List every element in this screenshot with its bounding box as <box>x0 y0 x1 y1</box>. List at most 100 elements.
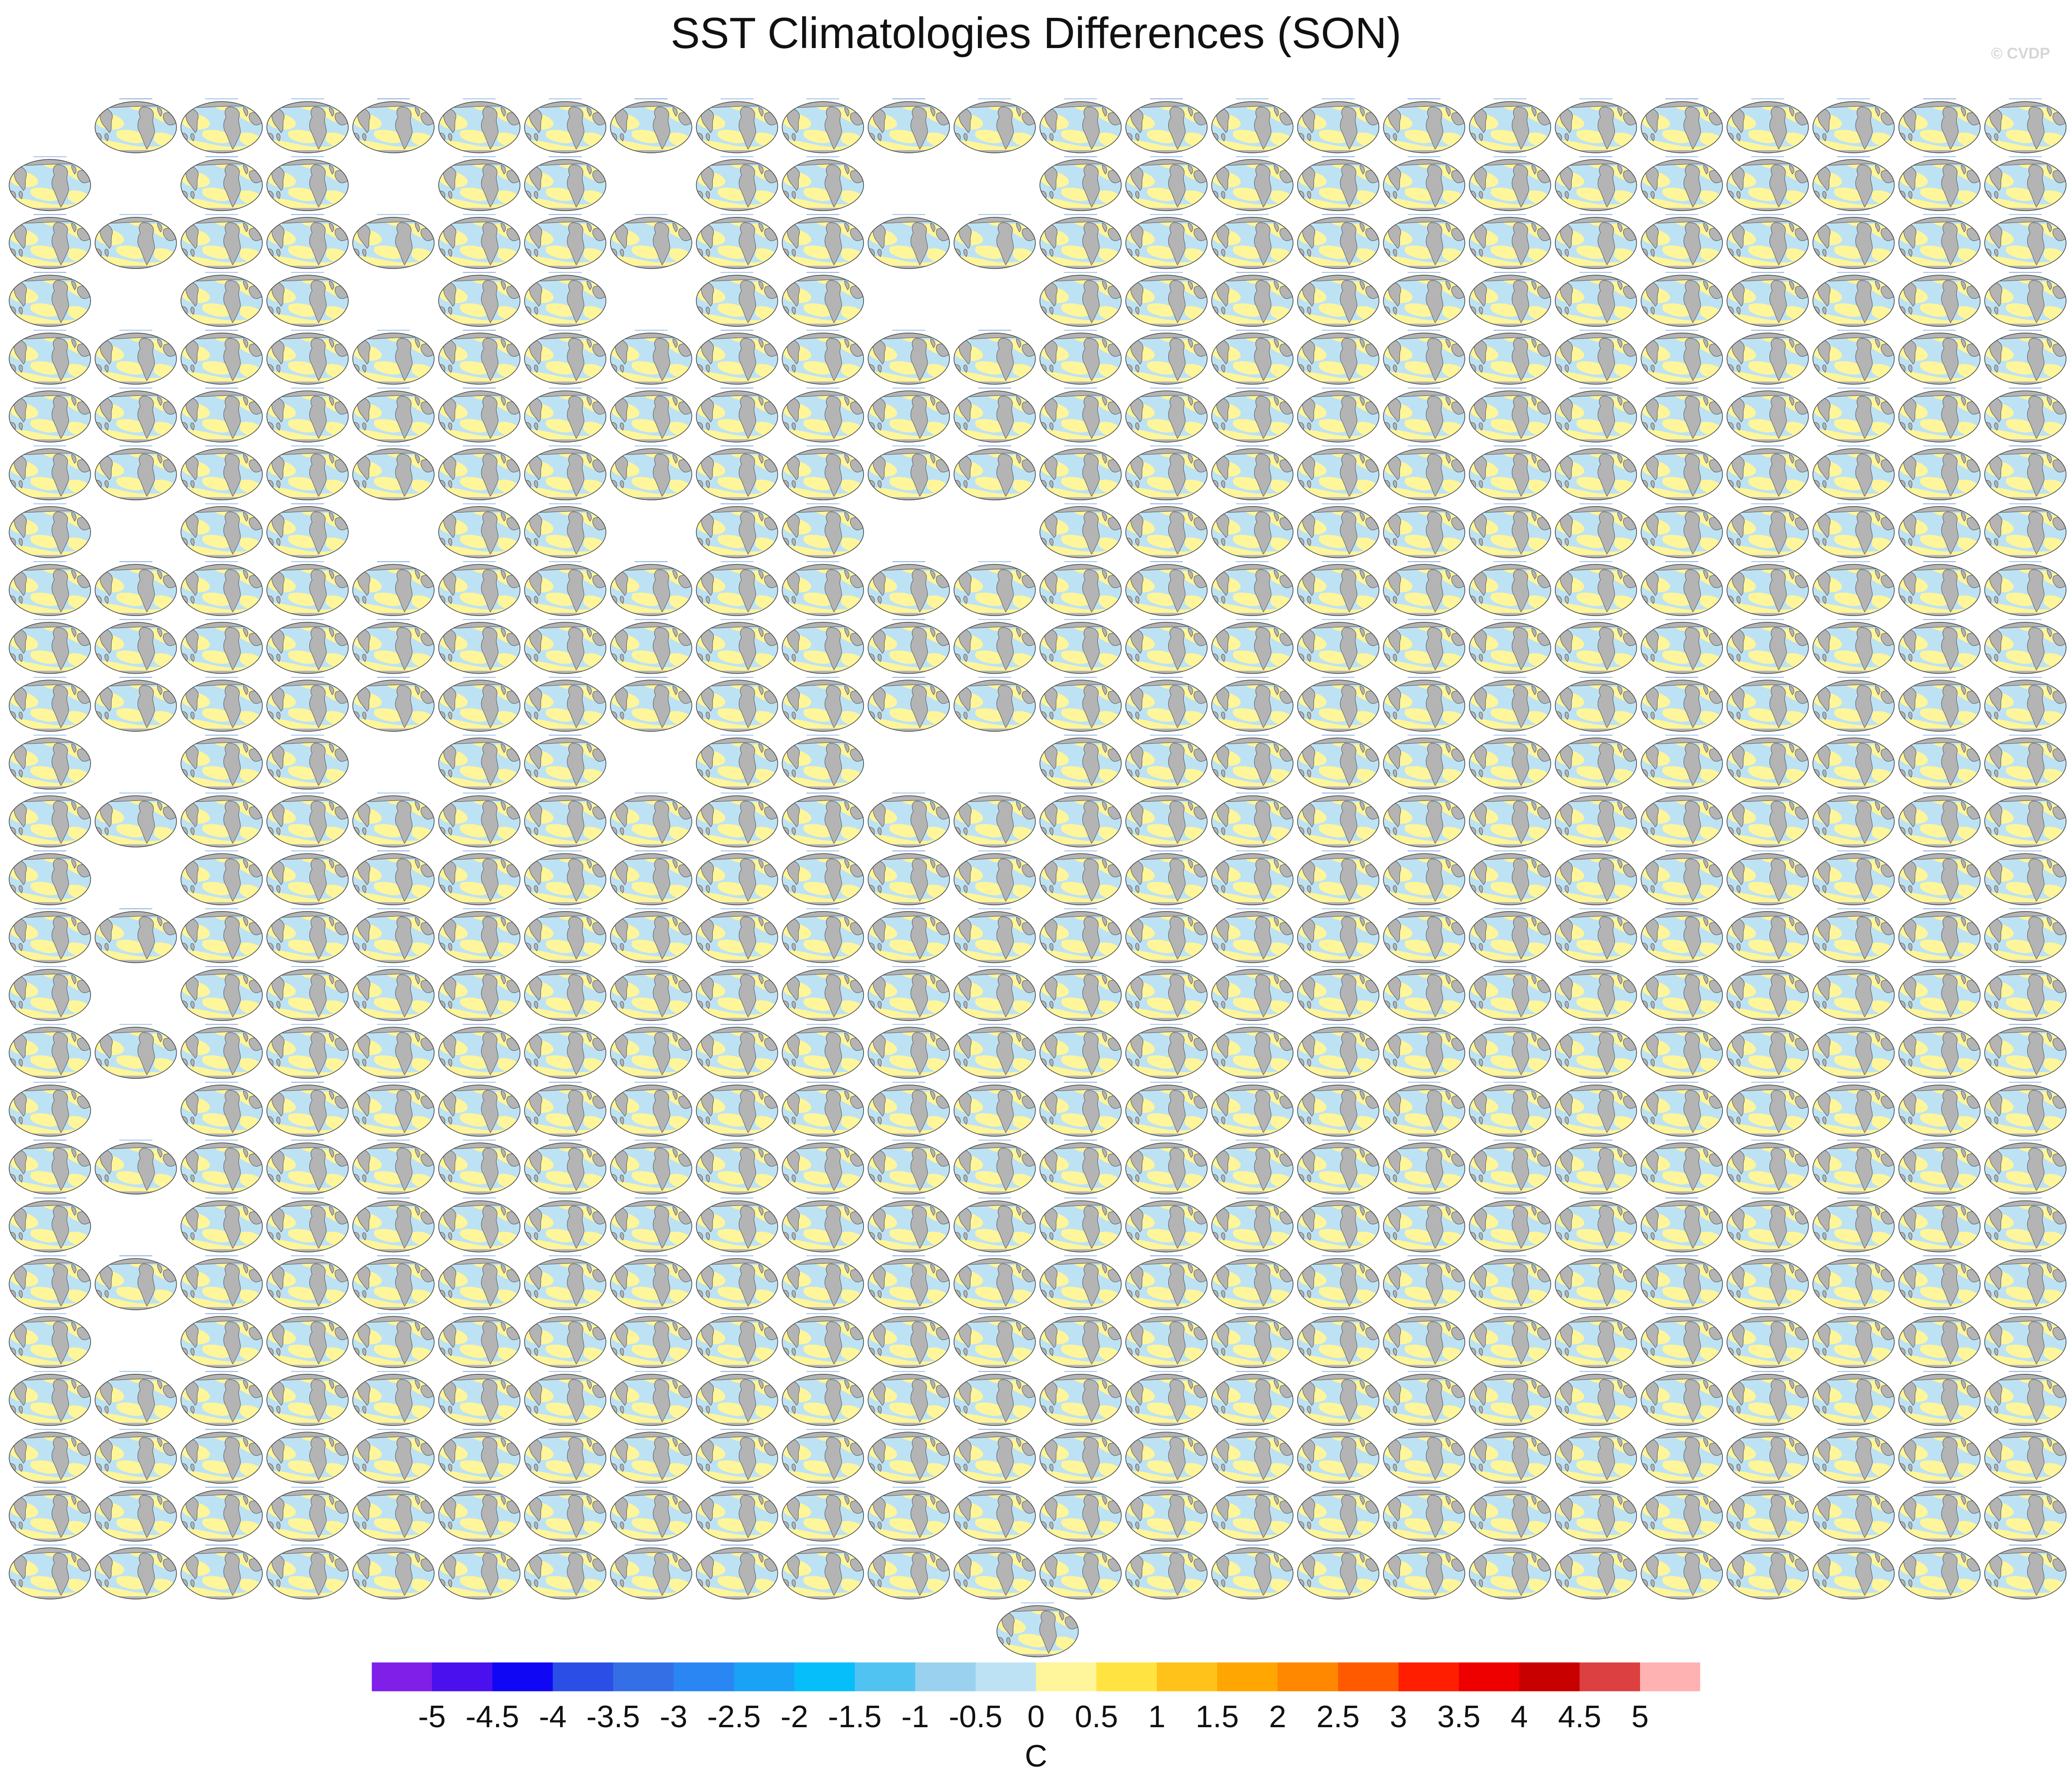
map-panel <box>1727 561 1808 616</box>
map-panel <box>9 1140 91 1194</box>
map-panel <box>1040 850 1121 905</box>
map-panel <box>1985 156 2066 211</box>
map-panel <box>95 1486 177 1541</box>
map-panel <box>1985 272 2066 326</box>
map-panel <box>439 677 520 731</box>
map-panel <box>1212 966 1293 1021</box>
map-panel <box>782 908 863 963</box>
map-panel <box>1813 619 1894 674</box>
map-panel <box>610 1140 692 1194</box>
map-panel <box>1555 1197 1637 1252</box>
map-panel <box>1985 1255 2066 1310</box>
map-panel <box>868 1024 950 1078</box>
map-panel <box>181 966 262 1021</box>
map-panel <box>1298 677 1379 731</box>
map-panel <box>1985 445 2066 500</box>
map-panel <box>181 330 262 384</box>
colorbar-tick-label: 5 <box>1631 1699 1649 1734</box>
map-panel <box>439 1486 520 1541</box>
map-panel <box>954 619 1036 674</box>
map-panel <box>1212 561 1293 616</box>
map-panel <box>610 1371 692 1426</box>
map-panel <box>1727 1255 1808 1310</box>
map-panel <box>353 98 434 153</box>
map-panel <box>1212 388 1293 442</box>
map-panel <box>1727 735 1808 789</box>
map-panel <box>610 1024 692 1078</box>
map-panel <box>1298 330 1379 384</box>
map-panel <box>95 619 177 674</box>
map-panel <box>1985 966 2066 1021</box>
map-panel <box>524 850 606 905</box>
map-panel <box>1641 1486 1722 1541</box>
map-panel <box>1813 1545 1894 1599</box>
map-panel <box>181 98 262 153</box>
map-panel <box>181 156 262 211</box>
map-panel <box>696 330 778 384</box>
map-panel <box>696 1545 778 1599</box>
map-panel <box>1469 1429 1551 1483</box>
colorbar-tick-label: 2 <box>1269 1699 1286 1734</box>
map-panel <box>1555 792 1637 847</box>
map-panel <box>1040 156 1121 211</box>
map-panel <box>868 677 950 731</box>
map-panel <box>1469 1081 1551 1136</box>
map-panel <box>1298 214 1379 269</box>
map-panel <box>610 214 692 269</box>
map-panel <box>696 503 778 558</box>
colorbar-box <box>372 1662 432 1692</box>
map-panel <box>1555 388 1637 442</box>
map-panel <box>1469 98 1551 153</box>
map-panel <box>1126 735 1207 789</box>
colorbar-tick-label: 0 <box>1027 1699 1045 1734</box>
colorbar-box <box>1398 1662 1459 1692</box>
map-panel <box>524 1255 606 1310</box>
map-panel <box>524 1429 606 1483</box>
map-panel <box>1555 966 1637 1021</box>
colorbar-tick-label: 2.5 <box>1317 1699 1360 1734</box>
colorbar-tick-label: -0.5 <box>949 1699 1002 1734</box>
map-panel <box>1126 619 1207 674</box>
map-panel <box>95 1255 177 1310</box>
map-panel <box>353 850 434 905</box>
map-panel <box>1813 156 1894 211</box>
map-panel <box>954 1486 1036 1541</box>
map-panel <box>181 1024 262 1078</box>
map-panel <box>1126 1081 1207 1136</box>
map-panel <box>1985 792 2066 847</box>
colorbar-tick-label: 4.5 <box>1558 1699 1602 1734</box>
map-panel <box>1298 908 1379 963</box>
colorbar-box <box>1519 1662 1580 1692</box>
map-panel <box>439 330 520 384</box>
map-panel <box>1383 1081 1465 1136</box>
map-panel <box>1641 735 1722 789</box>
map-panel <box>1813 908 1894 963</box>
map-panel <box>9 272 91 326</box>
map-panel <box>610 792 692 847</box>
map-panel <box>1469 272 1551 326</box>
map-panel <box>524 156 606 211</box>
map-panel <box>1555 1140 1637 1194</box>
map-panel <box>1555 677 1637 731</box>
map-panel <box>1813 1313 1894 1367</box>
map-panel <box>353 1486 434 1541</box>
map-panel <box>610 677 692 731</box>
map-panel <box>95 214 177 269</box>
map-panel <box>1899 966 1980 1021</box>
map-panel <box>353 1545 434 1599</box>
map-panel <box>610 1255 692 1310</box>
map-panel <box>868 561 950 616</box>
map-panel <box>1899 677 1980 731</box>
map-panel <box>1383 619 1465 674</box>
map-panel <box>1985 1486 2066 1541</box>
map-panel <box>181 908 262 963</box>
map-panel <box>267 850 348 905</box>
map-panel <box>1727 1081 1808 1136</box>
map-panel <box>1641 272 1722 326</box>
map-panel <box>782 330 863 384</box>
colorbar-tick-label: 3.5 <box>1437 1699 1481 1734</box>
map-panel <box>782 1024 863 1078</box>
map-panel <box>1641 1255 1722 1310</box>
map-panel <box>524 445 606 500</box>
colorbar-box <box>855 1662 916 1692</box>
